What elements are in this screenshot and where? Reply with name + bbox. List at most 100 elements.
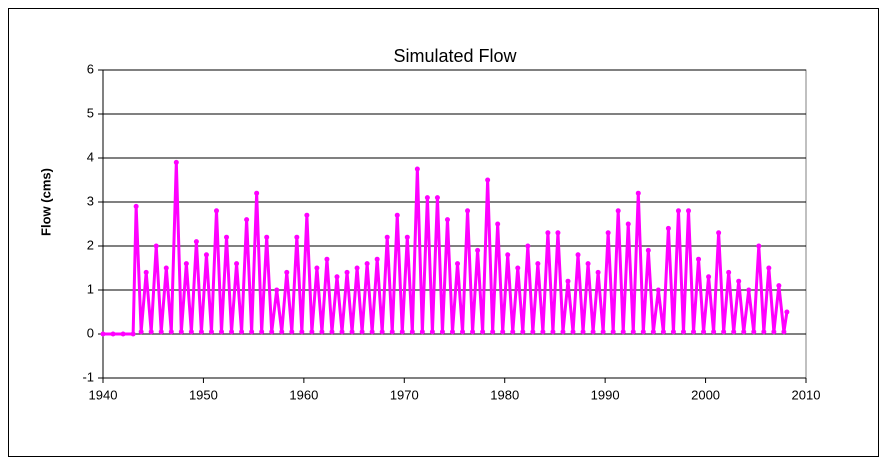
- flow-point: [319, 329, 325, 335]
- flow-point: [344, 269, 350, 275]
- x-tick-label: 2010: [792, 387, 821, 402]
- flow-point: [269, 329, 275, 335]
- flow-point: [580, 329, 586, 335]
- flow-point: [696, 256, 702, 262]
- flow-point: [208, 329, 214, 335]
- flow-point: [630, 329, 636, 335]
- flow-point: [490, 329, 496, 335]
- flow-point: [229, 329, 235, 335]
- flow-point: [515, 265, 521, 271]
- flow-point: [565, 278, 571, 284]
- flow-point: [510, 329, 516, 335]
- flow-point: [409, 329, 415, 335]
- flow-point: [399, 329, 405, 335]
- flow-point: [590, 329, 596, 335]
- y-tick-label: 0: [87, 325, 94, 340]
- flow-point: [480, 329, 486, 335]
- flow-point: [670, 329, 676, 335]
- flow-point: [158, 329, 164, 335]
- flow-point: [239, 329, 245, 335]
- flow-point: [369, 329, 375, 335]
- flow-point: [284, 269, 290, 275]
- flow-point: [555, 230, 561, 236]
- flow-point: [419, 329, 425, 335]
- flow-point: [605, 230, 611, 236]
- flow-point: [314, 265, 320, 271]
- flow-point: [249, 329, 255, 335]
- flow-point: [334, 274, 340, 280]
- flow-point: [219, 329, 225, 335]
- flow-point: [379, 329, 385, 335]
- flow-point: [178, 329, 184, 335]
- flow-point: [640, 329, 646, 335]
- flow-point: [460, 329, 466, 335]
- flow-point: [495, 221, 501, 227]
- flow-point: [540, 329, 546, 335]
- y-tick-label: 6: [87, 61, 94, 76]
- flow-point: [130, 331, 136, 337]
- flow-point: [615, 208, 621, 214]
- y-tick-label: 2: [87, 237, 94, 252]
- flow-point: [610, 329, 616, 335]
- flow-point: [384, 234, 390, 240]
- flow-point: [756, 243, 762, 249]
- y-tick-label: 3: [87, 193, 94, 208]
- flow-point: [475, 247, 481, 253]
- flow-point: [133, 203, 139, 209]
- flow-point: [324, 256, 330, 262]
- flow-point: [244, 217, 250, 223]
- flow-point: [404, 234, 410, 240]
- flow-point: [374, 256, 380, 262]
- flow-point: [354, 265, 360, 271]
- y-axis-label: Flow (cms): [38, 168, 53, 236]
- flow-point: [675, 208, 681, 214]
- x-tick-label: 1990: [591, 387, 620, 402]
- flow-point: [560, 329, 566, 335]
- x-tick-label: 2000: [691, 387, 720, 402]
- flow-point: [620, 329, 626, 335]
- flow-point: [680, 329, 686, 335]
- flow-point: [784, 309, 790, 315]
- x-tick-label: 1940: [89, 387, 118, 402]
- flow-point: [530, 329, 536, 335]
- flow-point: [193, 239, 199, 245]
- flow-point: [294, 234, 300, 240]
- flow-point: [254, 190, 260, 196]
- x-tick-label: 1980: [490, 387, 519, 402]
- flow-point: [100, 331, 106, 337]
- flow-point: [550, 329, 556, 335]
- flow-point: [213, 208, 219, 214]
- flow-point: [414, 166, 420, 172]
- flow-point: [299, 329, 305, 335]
- flow-point: [449, 329, 455, 335]
- flow-point: [434, 195, 440, 201]
- flow-point: [259, 329, 265, 335]
- flow-point: [465, 208, 471, 214]
- flow-point: [595, 269, 601, 275]
- flow-point: [625, 221, 631, 227]
- flow-point: [349, 329, 355, 335]
- flow-point: [153, 243, 159, 249]
- flow-point: [264, 234, 270, 240]
- flow-point: [364, 261, 370, 267]
- flow-point: [600, 329, 606, 335]
- flow-point: [570, 329, 576, 335]
- flow-point: [359, 329, 365, 335]
- flow-point: [394, 212, 400, 218]
- flow-point: [120, 331, 126, 337]
- flow-point: [655, 287, 661, 293]
- flow-point: [726, 269, 732, 275]
- flow-point: [309, 329, 315, 335]
- flow-point: [329, 329, 335, 335]
- chart-title: Simulated Flow: [393, 46, 517, 66]
- flow-point: [716, 230, 722, 236]
- flow-point: [731, 329, 737, 335]
- flow-point: [761, 329, 767, 335]
- flow-point: [279, 329, 285, 335]
- flow-point: [148, 329, 154, 335]
- flow-point: [660, 329, 666, 335]
- flow-point: [650, 329, 656, 335]
- flow-point: [304, 212, 310, 218]
- flow-point: [485, 177, 491, 183]
